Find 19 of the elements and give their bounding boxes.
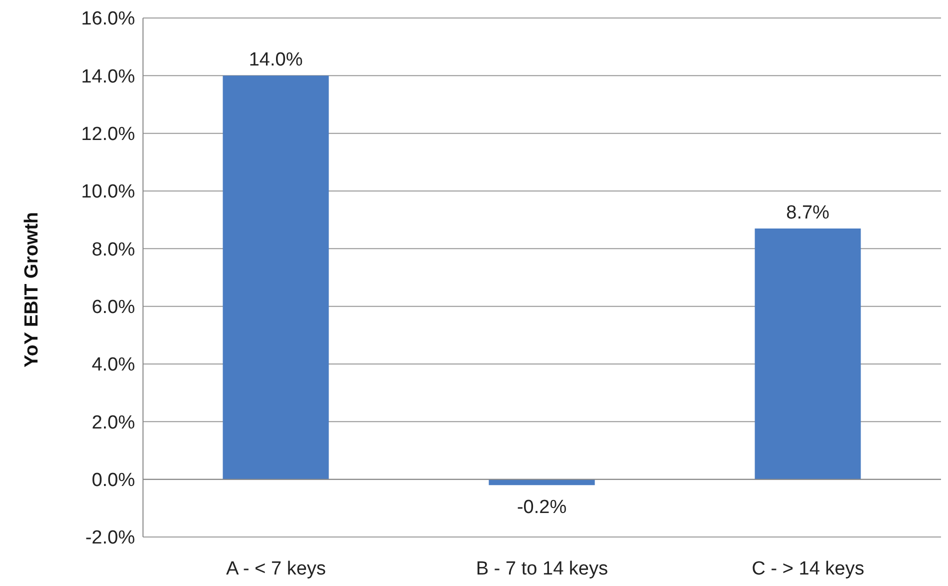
y-tick-label: 0.0% (92, 470, 136, 492)
y-tick-label: 4.0% (92, 354, 136, 376)
data-label: 8.7% (786, 202, 830, 224)
x-tick-label: C - > 14 keys (752, 558, 864, 580)
x-tick-label: B - 7 to 14 keys (476, 558, 608, 580)
bar (222, 76, 329, 480)
y-tick-label: 6.0% (92, 297, 136, 318)
y-tick-label: 8.0% (92, 239, 136, 260)
y-axis-title: YoY EBIT Growth (22, 212, 43, 368)
y-tick-label: 2.0% (92, 412, 136, 434)
x-tick-label: A - < 7 keys (226, 558, 326, 580)
y-tick-label: 12.0% (81, 124, 136, 146)
data-label: 14.0% (248, 50, 303, 71)
y-tick-label: 10.0% (81, 182, 136, 203)
data-label: -0.2% (516, 496, 567, 518)
y-tick-label: -2.0% (85, 528, 136, 549)
bar (754, 228, 861, 480)
y-tick-label: 16.0% (81, 8, 136, 30)
y-tick-label: 14.0% (81, 66, 136, 88)
